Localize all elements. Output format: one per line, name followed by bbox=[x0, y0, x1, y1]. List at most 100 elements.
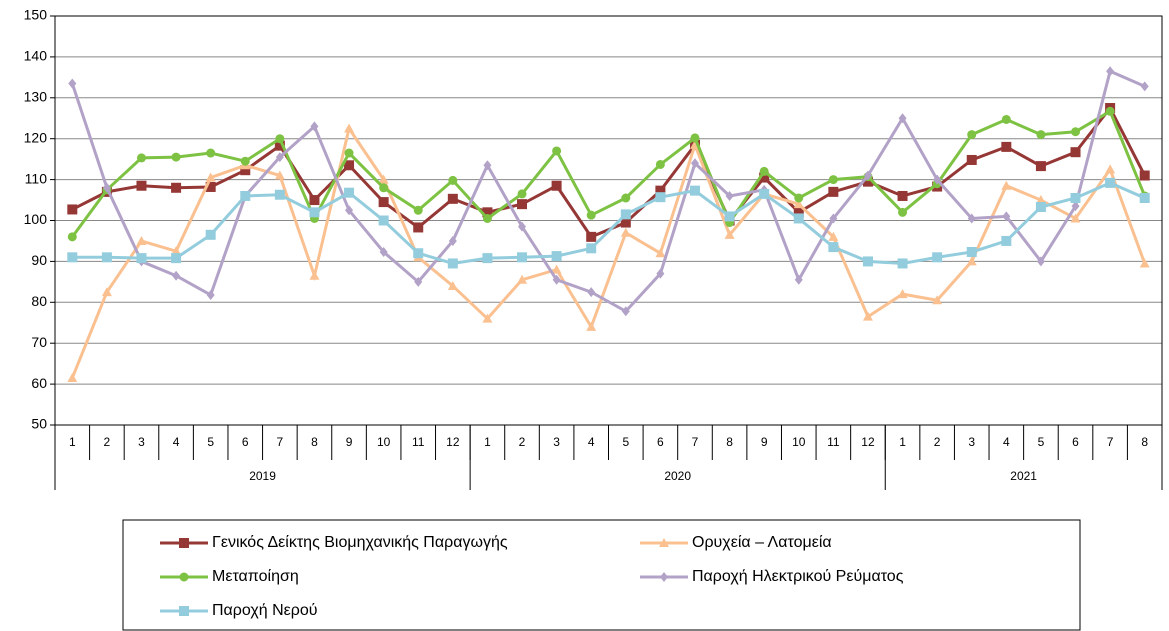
marker bbox=[274, 140, 285, 151]
x-tick-label: 5 bbox=[207, 435, 214, 449]
marker bbox=[378, 197, 389, 208]
legend-entry: Παροχή Ηλεκτρικού Ρεύματος bbox=[640, 568, 904, 585]
marker bbox=[966, 154, 977, 165]
marker bbox=[655, 192, 666, 203]
legend-label: Ορυχεία – Λατομεία bbox=[692, 534, 832, 551]
marker bbox=[447, 258, 458, 269]
y-tick-label: 70 bbox=[31, 334, 47, 350]
marker bbox=[1105, 164, 1116, 174]
x-tick-label: 12 bbox=[861, 435, 875, 449]
marker bbox=[552, 146, 562, 156]
marker bbox=[482, 213, 492, 223]
marker bbox=[655, 185, 666, 196]
x-tick-label: 3 bbox=[553, 435, 560, 449]
marker bbox=[136, 235, 147, 245]
marker bbox=[205, 181, 216, 192]
y-tick-label: 80 bbox=[31, 293, 47, 309]
marker bbox=[1106, 66, 1115, 77]
marker bbox=[101, 287, 112, 297]
x-tick-label: 8 bbox=[1141, 435, 1148, 449]
marker bbox=[620, 227, 631, 237]
marker bbox=[793, 207, 804, 218]
marker bbox=[1035, 161, 1046, 172]
marker bbox=[1105, 106, 1115, 116]
marker bbox=[344, 123, 355, 133]
x-tick-label: 8 bbox=[726, 435, 733, 449]
marker bbox=[724, 211, 735, 222]
marker bbox=[274, 189, 285, 200]
marker bbox=[897, 289, 908, 299]
marker bbox=[206, 148, 216, 158]
marker bbox=[447, 280, 458, 290]
marker bbox=[378, 174, 389, 184]
y-tick-label: 130 bbox=[24, 89, 48, 105]
marker bbox=[828, 242, 839, 253]
marker bbox=[1035, 202, 1046, 213]
marker bbox=[862, 256, 873, 267]
marker bbox=[517, 274, 528, 284]
marker bbox=[966, 256, 977, 266]
marker bbox=[1105, 177, 1116, 188]
marker bbox=[414, 276, 423, 287]
marker bbox=[966, 246, 977, 257]
y-tick-label: 50 bbox=[31, 416, 47, 432]
marker bbox=[172, 270, 181, 281]
marker bbox=[660, 572, 668, 582]
x-tick-label: 11 bbox=[827, 435, 840, 449]
marker bbox=[586, 231, 597, 242]
marker bbox=[379, 246, 388, 257]
x-tick-label: 7 bbox=[277, 435, 284, 449]
marker bbox=[1036, 130, 1046, 140]
marker bbox=[551, 180, 562, 191]
marker bbox=[1071, 201, 1080, 212]
y-tick-label: 110 bbox=[25, 170, 48, 186]
marker bbox=[206, 289, 215, 300]
marker bbox=[275, 134, 285, 144]
marker bbox=[171, 253, 182, 264]
marker bbox=[586, 243, 597, 254]
x-tick-label: 2 bbox=[104, 435, 111, 449]
x-tick-label: 3 bbox=[968, 435, 975, 449]
marker bbox=[517, 199, 528, 210]
y-tick-label: 120 bbox=[24, 129, 48, 145]
x-tick-label: 4 bbox=[173, 435, 180, 449]
marker bbox=[656, 268, 665, 279]
marker bbox=[828, 231, 839, 241]
y-tick-label: 150 bbox=[24, 7, 48, 23]
marker bbox=[67, 252, 78, 263]
x-tick-label: 12 bbox=[446, 435, 460, 449]
marker bbox=[1001, 235, 1012, 246]
marker bbox=[345, 205, 354, 216]
marker bbox=[171, 152, 181, 162]
y-tick-label: 100 bbox=[24, 211, 48, 227]
x-tick-label: 4 bbox=[1003, 435, 1010, 449]
marker bbox=[725, 190, 734, 201]
marker bbox=[793, 199, 804, 209]
marker bbox=[690, 158, 699, 169]
marker bbox=[344, 160, 355, 171]
marker bbox=[794, 193, 804, 203]
marker bbox=[759, 172, 770, 183]
marker bbox=[413, 248, 424, 259]
marker bbox=[1001, 180, 1012, 190]
marker bbox=[179, 606, 189, 616]
marker bbox=[587, 287, 596, 298]
marker bbox=[586, 210, 596, 220]
marker bbox=[1035, 195, 1046, 205]
x-tick-label: 9 bbox=[346, 435, 353, 449]
x-tick-label: 7 bbox=[1107, 435, 1114, 449]
x-tick-label: 7 bbox=[692, 435, 699, 449]
marker bbox=[483, 160, 492, 171]
marker bbox=[102, 182, 111, 193]
marker bbox=[1070, 193, 1081, 204]
x-tick-label: 8 bbox=[311, 435, 318, 449]
marker bbox=[1139, 193, 1150, 204]
x-tick-label: 1 bbox=[69, 435, 76, 449]
marker bbox=[620, 209, 631, 220]
x-tick-label: 1 bbox=[899, 435, 906, 449]
x-tick-label: 6 bbox=[1072, 435, 1079, 449]
marker bbox=[274, 170, 285, 180]
legend-frame bbox=[122, 519, 1081, 631]
marker bbox=[448, 175, 458, 185]
marker bbox=[1002, 211, 1011, 222]
